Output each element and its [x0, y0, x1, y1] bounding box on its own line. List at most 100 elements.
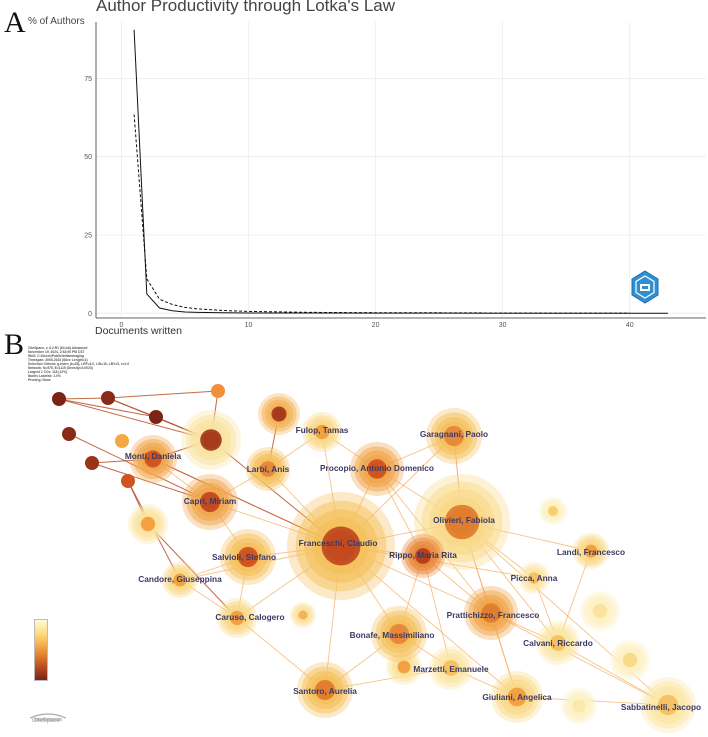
author-node-calvani	[536, 621, 580, 665]
author-node-rippo	[401, 534, 445, 578]
author-label: Olivieri, Fabiola	[433, 515, 495, 525]
author-label: Landi, Francesco	[557, 547, 625, 557]
x-tick-label: 40	[626, 322, 634, 329]
network-edge	[147, 523, 238, 619]
author-node	[62, 427, 76, 441]
citespace-logo-icon	[29, 713, 67, 721]
y-tick-label: 50	[84, 154, 92, 161]
network-edge	[107, 390, 219, 399]
author-node	[561, 688, 597, 724]
network-labels: Franceschi, Claudio Olivieri, Fabiola Gara…	[125, 425, 701, 712]
author-label: Salvioli, Stefano	[212, 552, 276, 562]
author-node	[115, 434, 129, 448]
author-label: Garagnani, Paolo	[420, 429, 488, 439]
y-axis-title: % of Authors	[28, 16, 85, 27]
author-label: Picca, Anna	[511, 573, 558, 583]
panel-b-label: B	[4, 328, 25, 361]
author-label: Candore, Giuseppina	[138, 574, 222, 584]
network-nodes	[52, 384, 696, 733]
author-node	[386, 649, 422, 685]
author-node-garagnani	[426, 408, 482, 464]
lotka-chart: 0 10 20 30 40 0 25 50 75	[84, 22, 706, 329]
author-node-olivieri	[414, 474, 510, 570]
author-label: Calvani, Riccardo	[523, 638, 593, 648]
author-node	[211, 384, 225, 398]
author-label: Larbi, Anis	[247, 464, 290, 474]
year-color-legend	[34, 619, 48, 681]
author-node-bonafe	[371, 606, 427, 662]
author-node-prattichizzo	[464, 586, 518, 640]
author-node-caruso	[217, 598, 257, 638]
author-label: Giuliani, Angelica	[482, 692, 552, 702]
author-node-franceschi	[287, 492, 395, 600]
metadata-line: CiteSpace, v. 6.2.R1 (64-bit) Advanced	[28, 346, 88, 350]
author-node	[121, 474, 135, 488]
author-node	[101, 391, 115, 405]
author-label: Franceschi, Claudio	[299, 538, 378, 548]
metadata-line: Nodes Labeled: 1.0%	[28, 374, 61, 378]
chart-axes: 0 10 20 30 40 0 25 50 75	[84, 22, 706, 329]
panel-a-label: A	[4, 6, 26, 39]
author-node-santoro	[297, 662, 353, 718]
y-tick-label: 0	[88, 311, 92, 318]
author-node-monti	[129, 435, 177, 483]
author-label: Monti, Daniela	[125, 451, 182, 461]
author-label: Prattichizzo, Francesco	[447, 610, 540, 620]
network-edge	[422, 555, 452, 669]
author-node-landi	[573, 533, 609, 569]
author-label: Fulop, Tamas	[296, 425, 349, 435]
author-node-sabbatinelli	[640, 677, 696, 733]
metadata-line: Pruning: None	[28, 378, 51, 382]
metadata-line: Selection Criteria: g-index (k=25), LRF=…	[28, 362, 130, 366]
network-edge	[490, 612, 669, 706]
metadata-line: Network: N=975, E=1115 (Density=0.0023)	[28, 366, 93, 370]
metadata-line: Timespan: 2005-2024 (Slice Length=1)	[28, 358, 88, 362]
x-tick-label: 0	[119, 322, 123, 329]
citespace-badge-icon	[631, 270, 659, 304]
author-node-picca	[518, 562, 550, 594]
author-node-capri	[182, 474, 238, 530]
author-label: Rippo, Maria Rita	[389, 550, 457, 560]
author-node	[181, 410, 241, 470]
author-label: Sabbatinelli, Jacopo	[621, 702, 701, 712]
author-node-giuliani	[491, 671, 543, 723]
metadata-line: November 19, 2024, 2:52:50 PM CST	[28, 350, 85, 354]
author-node-marzetti	[429, 646, 473, 690]
author-label: Procopio, Antonio Domenico	[320, 463, 434, 473]
x-axis-title: Documents written	[95, 325, 182, 337]
author-node	[149, 410, 163, 424]
author-node	[610, 640, 650, 680]
network-edge	[58, 398, 212, 441]
author-node	[128, 504, 168, 544]
citespace-metadata: CiteSpace, v. 6.2.R1 (64-bit) Advanced No…	[28, 346, 158, 382]
chart-title: Author Productivity through Lotka's Law	[96, 0, 396, 15]
author-node-fulop	[302, 412, 342, 452]
author-node	[539, 497, 567, 525]
author-node-candore	[162, 562, 198, 598]
x-tick-label: 20	[372, 322, 380, 329]
author-node-salvioli	[220, 529, 276, 585]
author-node	[258, 393, 300, 435]
y-tick-label: 75	[84, 76, 92, 83]
metadata-line: Largest 1 CCs: 118 (12%)	[28, 370, 68, 374]
x-tick-label: 10	[245, 322, 253, 329]
author-label: Bonafe, Massimiliano	[350, 630, 435, 640]
author-label: Santoro, Aurelia	[293, 686, 357, 696]
author-label: Caruso, Calogero	[215, 612, 284, 622]
author-node-larbi	[246, 447, 290, 491]
author-node-procopio	[350, 442, 404, 496]
author-node	[290, 602, 316, 628]
network-edge	[58, 397, 109, 400]
series-line-theoretical	[133, 114, 630, 314]
chart-series	[133, 29, 668, 314]
author-node	[52, 392, 66, 406]
author-label: Capri, Miriam	[184, 496, 237, 506]
network-edge	[58, 398, 157, 418]
y-tick-label: 25	[84, 232, 92, 239]
author-label: Marzetti, Emanuele	[413, 664, 489, 674]
x-tick-label: 30	[499, 322, 507, 329]
metadata-line: WoS: C:\Users\Public\Inflammaging	[28, 354, 84, 358]
author-node	[580, 591, 620, 631]
citespace-logo-text: CiteSpace	[32, 718, 60, 724]
